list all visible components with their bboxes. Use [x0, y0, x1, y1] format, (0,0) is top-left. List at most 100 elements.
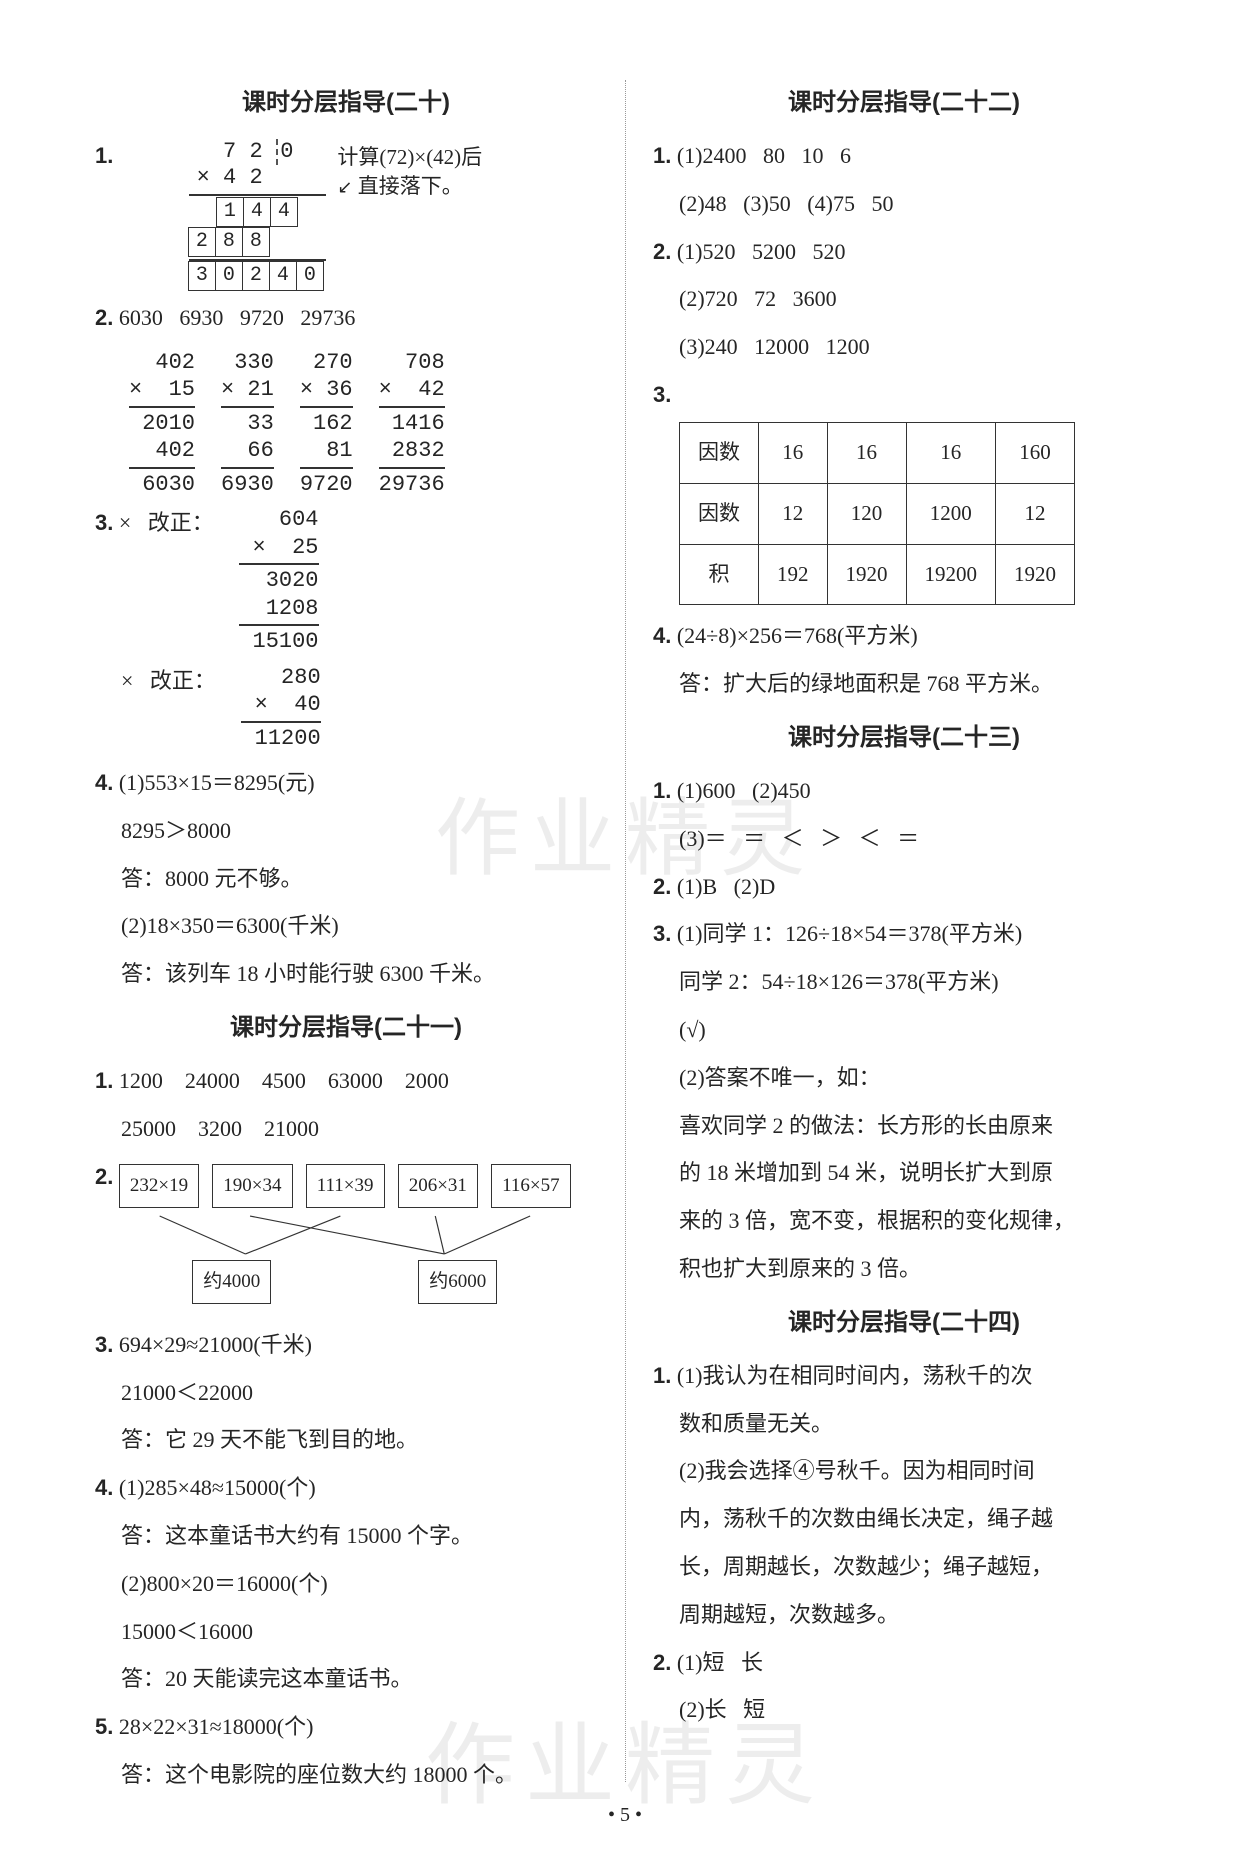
q-number: 2. [653, 1650, 671, 1675]
calc-line: × 36 [300, 376, 353, 404]
calc-line: 402 [129, 437, 195, 465]
calc-line: 1208 [239, 595, 318, 623]
sec23-q2: 2. (1)B (2)D [653, 866, 1155, 908]
sec23-title: 课时分层指导(二十三) [653, 717, 1155, 752]
calc-line: 270 [300, 349, 353, 377]
digit-cell: 2 [242, 261, 270, 291]
sec21-q2: 2. 232×19 190×34 111×39 206×31 116×57 [95, 1156, 597, 1318]
calc-line: 81 [300, 437, 353, 465]
q-number: 2. [95, 1164, 113, 1189]
digit-cell: 4 [269, 261, 297, 291]
table-cell: 160 [996, 422, 1075, 483]
sec20-q3: 3. × 改正： 604 × 25 3020 1208 15100 × 改正： … [95, 502, 597, 756]
grouping-diagram: 232×19 190×34 111×39 206×31 116×57 [119, 1164, 571, 1304]
answer-line: (2)18×350＝6300(千米) [95, 905, 597, 947]
sec24-q1: 1. (1)我认为在相同时间内，荡秋千的次 [653, 1355, 1155, 1397]
calc-line: 66 [221, 437, 274, 465]
sec23-q3: 3. (1)同学 1：126÷18×54＝378(平方米) [653, 913, 1155, 955]
answer-line: (1)285×48≈15000(个) [119, 1475, 316, 1500]
answer-line: 数和质量无关。 [653, 1403, 1155, 1445]
digit-cell: 8 [215, 227, 243, 257]
answer-line: (1)2400 80 10 6 [677, 143, 851, 168]
sec20-q4: 4. (1)553×15＝8295(元) [95, 762, 597, 804]
vertical-calc-boxes: 7 2 0 × 4 2 1 4 4 2 8 8 [189, 139, 326, 291]
q-number: 2. [653, 239, 671, 264]
calc-line: 1416 [379, 410, 445, 438]
digit-cell: 0 [215, 261, 243, 291]
calc-line: × 15 [129, 376, 195, 404]
table-row: 因数 16 16 16 160 [680, 422, 1075, 483]
expr-box: 190×34 [212, 1164, 292, 1208]
calc-line: 280 [241, 664, 320, 692]
answer-line: 积也扩大到原来的 3 倍。 [653, 1248, 1155, 1290]
answer-line: 答：它 29 天不能飞到目的地。 [95, 1419, 597, 1461]
answer-line: 21000＜22000 [95, 1372, 597, 1414]
annot-line: 计算(72)×(42)后 [337, 145, 482, 169]
calc-line: 0 [276, 139, 296, 165]
table-cell: 16 [827, 422, 906, 483]
calc-line: × 42 [379, 376, 445, 404]
vertical-calc: 270 × 36 162 81 9720 [300, 349, 353, 499]
factors-table: 因数 16 16 16 160 因数 12 120 1200 12 积 192 … [679, 422, 1075, 606]
box-row: 2 8 8 [189, 228, 326, 258]
answer-line: (2)800×20＝16000(个) [95, 1563, 597, 1605]
answer-line: (24÷8)×256＝768(平方米) [677, 623, 918, 648]
calc-line: × 40 [241, 691, 320, 719]
wrong-mark: × [121, 668, 133, 693]
answer-line: 694×29≈21000(千米) [119, 1332, 312, 1357]
q-number: 1. [95, 143, 113, 168]
box-row: 3 0 2 4 0 [189, 262, 326, 291]
calc-line: 2832 [379, 437, 445, 465]
answer-line: 答：这个电影院的座位数大约 18000 个。 [95, 1754, 597, 1796]
table-cell: 1200 [906, 483, 996, 544]
calc-line: 604 [239, 506, 318, 534]
sec22-title: 课时分层指导(二十二) [653, 82, 1155, 117]
answer-line: 周期越短，次数越多。 [653, 1594, 1155, 1636]
q-number: 4. [95, 770, 113, 795]
digit-cell: 0 [296, 261, 324, 291]
vertical-calc: 708 × 42 1416 2832 29736 [379, 349, 445, 499]
answer-line: 6030 6930 9720 29736 [119, 305, 356, 330]
q-number: 5. [95, 1714, 113, 1739]
answer-line: (2)720 72 3600 [653, 278, 1155, 320]
q-number: 3. [653, 382, 671, 407]
q-number: 4. [95, 1475, 113, 1500]
answer-line: 答：这本童话书大约有 15000 个字。 [95, 1515, 597, 1557]
answer-line: 答：20 天能读完这本童话书。 [95, 1658, 597, 1700]
q-number: 1. [653, 778, 671, 803]
sec22-q1: 1. (1)2400 80 10 6 [653, 135, 1155, 177]
answer-line: (2)我会选择④号秋千。因为相同时间 [653, 1450, 1155, 1492]
calc-line: × 21 [221, 376, 274, 404]
fix-label: 改正： [148, 510, 214, 535]
answer-line: (√) [653, 1009, 1155, 1051]
sec24-q2: 2. (1)短 长 [653, 1642, 1155, 1684]
digit-cell: 2 [188, 227, 216, 257]
digit-cell: 4 [270, 197, 298, 227]
sec22-q4: 4. (24÷8)×256＝768(平方米) [653, 615, 1155, 657]
q-number: 2. [95, 305, 113, 330]
vertical-calc: 330 × 21 33 66 6930 [221, 349, 274, 499]
arrow-lines [119, 1212, 571, 1258]
table-cell: 19200 [906, 544, 996, 605]
table-cell: 16 [759, 422, 828, 483]
sec20-q2: 2. 6030 6930 9720 29736 [95, 297, 597, 339]
annotation: 计算(72)×(42)后 ↙ 直接落下。 [337, 143, 482, 202]
digit-cell: 3 [188, 261, 216, 291]
sec21-q3: 3. 694×29≈21000(千米) [95, 1324, 597, 1366]
answer-line: (3)240 12000 1200 [653, 326, 1155, 368]
answer-line: 15000＜16000 [95, 1611, 597, 1653]
answer-line: 长，周期越长，次数越少；绳子越短， [653, 1546, 1155, 1588]
table-cell: 120 [827, 483, 906, 544]
vertical-calc: 280 × 40 11200 [241, 664, 320, 753]
answer-line: (1)短 长 [677, 1650, 763, 1675]
vertical-calc: 402 × 15 2010 402 6030 [129, 349, 195, 499]
calc-line: 402 [129, 349, 195, 377]
answer-line: (2)答案不唯一，如： [653, 1057, 1155, 1099]
answer-line: 答：该列车 18 小时能行驶 6300 千米。 [95, 953, 597, 995]
q-number: 4. [653, 623, 671, 648]
page-root: 课时分层指导(二十) 1. 7 2 0 × 4 2 1 4 4 [0, 0, 1250, 1852]
answer-line: 8295＞8000 [95, 810, 597, 852]
sec24-title: 课时分层指导(二十四) [653, 1302, 1155, 1337]
answer-line: 25000 3200 21000 [95, 1108, 597, 1150]
calc-line: 6930 [221, 471, 274, 499]
